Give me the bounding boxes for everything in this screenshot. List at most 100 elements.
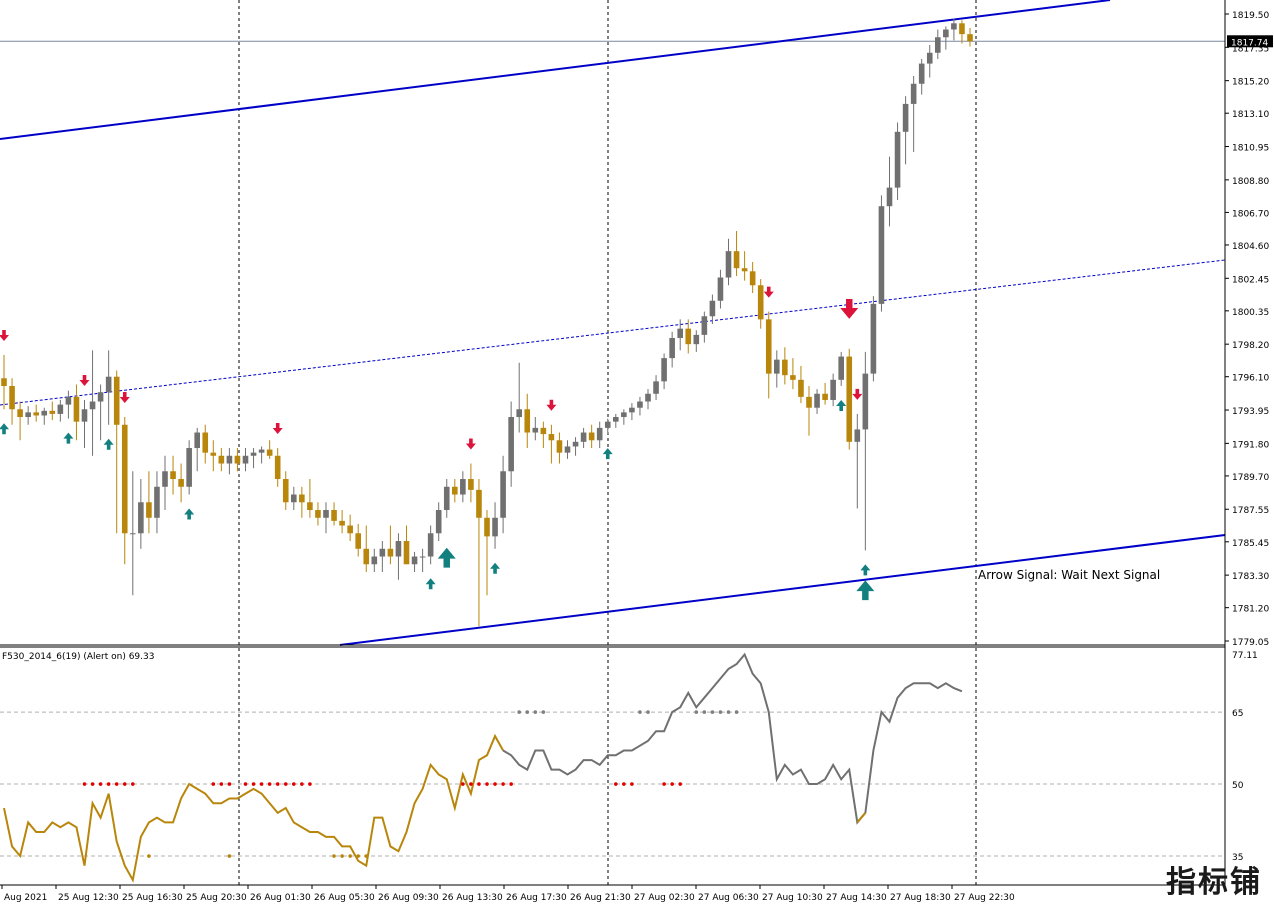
candle-body (146, 502, 152, 518)
buy-arrow-icon (437, 547, 456, 568)
indicator-line-bull (502, 652, 963, 825)
candle-body (765, 319, 772, 374)
signal-dot (630, 782, 634, 786)
sell-arrow-icon (763, 286, 774, 298)
signal-dot (509, 782, 513, 786)
price-tick-label: 1791.80 (1232, 440, 1269, 450)
signal-dot (292, 782, 296, 786)
candle-body (162, 471, 168, 487)
candle-body (613, 417, 619, 422)
candle-body (508, 417, 514, 472)
candle-body (484, 517, 490, 537)
candle-body (186, 448, 192, 487)
time-tick-label: 27 Aug 06:30 (698, 893, 759, 903)
candle-body (637, 401, 643, 408)
signal-dot (82, 782, 87, 786)
price-tick-label: 1817.35 (1232, 44, 1269, 54)
candle-body (138, 502, 144, 534)
candle-body (838, 356, 844, 380)
signal-dot (283, 782, 288, 786)
candle-body (749, 271, 756, 286)
candle-body (926, 52, 933, 64)
candle-body (395, 541, 402, 557)
time-tick-label: 27 Aug 14:30 (826, 893, 887, 903)
sell-arrow-icon (852, 388, 863, 400)
indicator-tick-label: 77.11 (1232, 651, 1258, 661)
indicator-tick-label: 35 (1232, 853, 1243, 863)
candle-body (741, 268, 748, 272)
buy-arrow-icon (184, 508, 195, 520)
indicator-line-bear (3, 733, 504, 883)
candle-body (65, 396, 72, 405)
buy-arrow-icon (602, 448, 613, 460)
candle-body (299, 494, 305, 503)
candle-body (81, 409, 88, 422)
candle-body (830, 379, 836, 400)
signal-dot (662, 782, 666, 786)
candle-body (701, 316, 708, 335)
signal-dot (259, 782, 264, 786)
candle-body (572, 441, 579, 447)
candle-body (121, 424, 128, 534)
candle-body (846, 356, 853, 442)
candle-body (379, 548, 386, 557)
candle-body (918, 63, 925, 84)
candle-body (371, 556, 378, 565)
candle-body (524, 409, 531, 433)
channel-lines[interactable] (0, 0, 1226, 646)
signal-dot (227, 854, 232, 858)
channel-lower-line (339, 534, 1226, 646)
price-tick-label: 1800.35 (1232, 308, 1269, 318)
signal-dot (332, 854, 336, 858)
site-watermark: 指标铺 (1166, 865, 1262, 900)
candles-layer (1, 18, 973, 627)
signal-dot (694, 710, 699, 714)
candle-body (588, 432, 595, 441)
candle-body (774, 359, 780, 374)
candle-body (202, 432, 209, 453)
buy-arrow-icon (0, 423, 9, 435)
candle-body (580, 432, 587, 442)
candle-body (967, 34, 973, 42)
candle-body (443, 486, 450, 511)
signal-dot (227, 782, 232, 786)
candle-body (226, 455, 233, 464)
signal-dot (525, 710, 530, 714)
candle-body (733, 251, 740, 269)
time-tick-label: 27 Aug 22:30 (954, 893, 1015, 903)
candle-body (347, 525, 353, 534)
signal-dot (614, 782, 618, 786)
candle-body (57, 404, 64, 414)
sell-arrow-icon (272, 423, 283, 435)
candle-body (307, 502, 313, 511)
candle-body (49, 410, 56, 414)
candle-body (339, 520, 345, 526)
signal-dot (243, 782, 248, 786)
candle-body (492, 517, 498, 537)
price-tick-label: 1793.95 (1232, 407, 1269, 417)
sell-arrow-icon (840, 299, 859, 319)
price-tick-label: 1804.60 (1232, 242, 1269, 252)
candle-body (41, 410, 48, 416)
price-tick-label: 1779.05 (1232, 638, 1269, 648)
buy-arrow-icon (856, 580, 875, 601)
signal-dot (477, 782, 481, 786)
signal-dot (114, 782, 119, 786)
candle-body (89, 401, 96, 410)
candle-body (621, 412, 627, 418)
candle-body (194, 432, 200, 449)
candle-body (878, 206, 885, 304)
time-tick-label: 27 Aug 18:30 (890, 893, 951, 903)
signal-dot (131, 782, 135, 786)
candle-body (935, 37, 941, 53)
signal-dot (622, 782, 626, 786)
time-tick-label: 26 Aug 21:30 (570, 893, 631, 903)
channel-upper-line (0, 0, 1111, 140)
price-tick-label: 1796.10 (1232, 374, 1269, 384)
candle-body (532, 427, 539, 433)
signal-dot (219, 782, 224, 786)
sell-arrow-icon (0, 330, 9, 342)
